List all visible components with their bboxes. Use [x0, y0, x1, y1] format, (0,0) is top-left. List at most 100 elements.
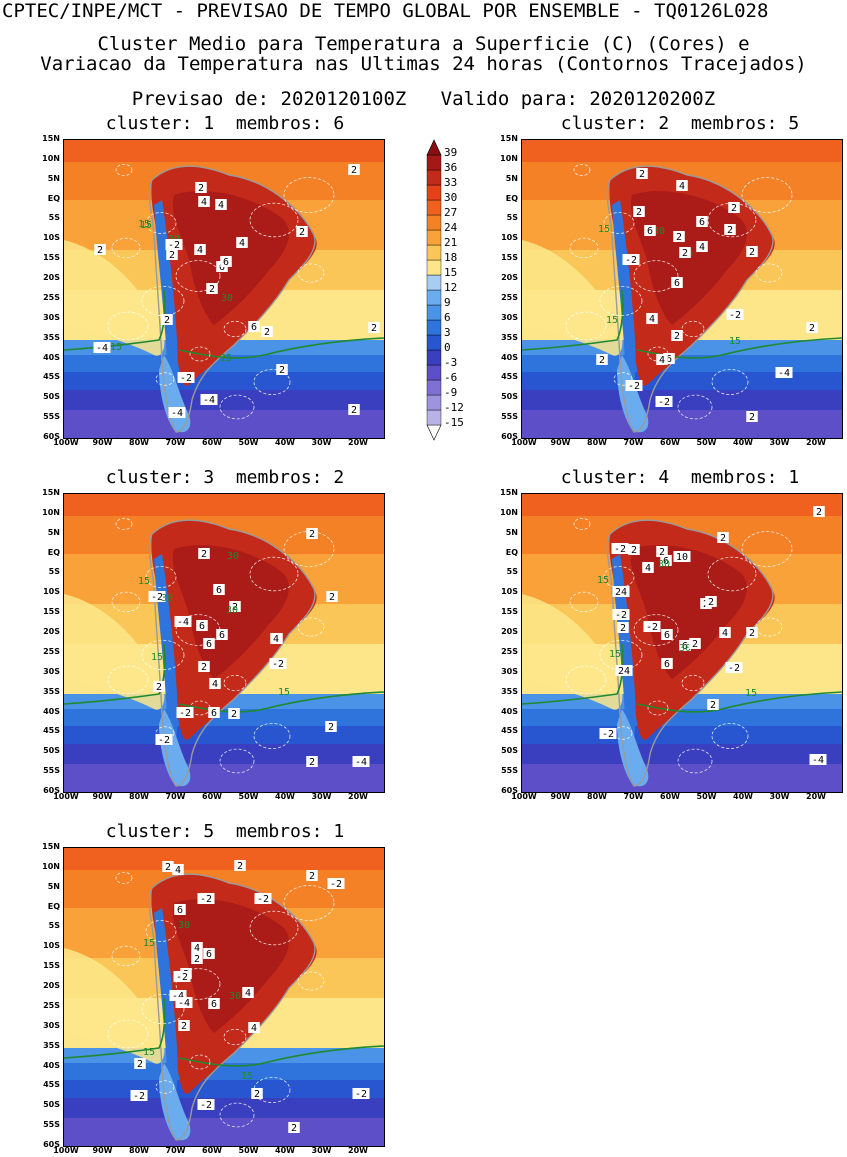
- lon-tick-label: 30W: [311, 792, 332, 801]
- contour-label: 2: [368, 322, 380, 334]
- variation-contour: [297, 617, 325, 637]
- lat-tick-label: 15S: [43, 607, 60, 617]
- lat-tick-label: 35S: [43, 332, 60, 342]
- contour-label-bg: [215, 199, 227, 210]
- contour-label: -2: [197, 1099, 215, 1111]
- contour-label-bg: [261, 326, 273, 337]
- lon-tick-label: 100W: [511, 792, 537, 801]
- contour-label-text: 15: [729, 336, 741, 347]
- variation-contour: [253, 1076, 291, 1103]
- contour-label-bg: [625, 380, 643, 391]
- variation-contour: [741, 177, 793, 213]
- contour-label-text: 4: [251, 1023, 257, 1034]
- lat-tick-label: 50S: [43, 1100, 60, 1110]
- contour-label-bg: [746, 246, 758, 257]
- contour-label-text: 30: [221, 293, 233, 304]
- lat-tick-label: 35S: [501, 332, 518, 342]
- lon-tick-label: 80W: [129, 1146, 149, 1155]
- contour-label-bg: [269, 658, 287, 669]
- variation-contour: [141, 285, 185, 317]
- colorbar-segment: [426, 289, 442, 306]
- contour-label-bg: [148, 591, 166, 602]
- contour-label-bg: [198, 661, 210, 672]
- contour-label: -2: [130, 1090, 148, 1102]
- lat-tick-label: 20S: [43, 627, 60, 637]
- contour-label-bg: [611, 543, 629, 554]
- lon-tick-label: 70W: [165, 438, 186, 447]
- contour-label: 6: [196, 620, 208, 632]
- contour-label-text: 2: [329, 592, 335, 603]
- temperature-band: [522, 140, 842, 162]
- variation-contour: [107, 665, 149, 695]
- variation-contour: [681, 674, 705, 692]
- contour-label-text: 2: [201, 549, 207, 560]
- colorbar-segment: [426, 394, 442, 411]
- temperature-band: [64, 709, 384, 726]
- contour-label-text: 2: [231, 709, 237, 720]
- contour-label-text: 6: [216, 585, 222, 596]
- contour-label-text: 4: [239, 238, 245, 249]
- temperature-band: [64, 390, 384, 410]
- lat-tick-label: 55S: [43, 766, 60, 776]
- lat-tick-label: 15S: [501, 253, 518, 263]
- contour-label-text: 6: [211, 708, 217, 719]
- lon-tick-label: 30W: [311, 1146, 332, 1155]
- lon-tick-label: 80W: [587, 438, 607, 447]
- temperature-band: [64, 372, 384, 390]
- contour-label-text: 4: [699, 242, 705, 253]
- contour-label-text: 2: [731, 203, 737, 214]
- variation-contour: [565, 665, 607, 695]
- contour-label-text: 2: [201, 662, 207, 673]
- variation-contour: [155, 1080, 175, 1094]
- contour-label-bg: [191, 942, 203, 953]
- contour-label: -2: [254, 893, 272, 905]
- contour-label: -2: [165, 239, 183, 251]
- contour-label-text: -2: [658, 397, 670, 408]
- contour-label-bg: [617, 622, 629, 633]
- temperature-band: [64, 726, 384, 744]
- lat-tick-label: 45S: [501, 372, 518, 382]
- contour-label: 2: [206, 283, 218, 295]
- contour-label-bg: [775, 367, 793, 378]
- contour-label: 2: [656, 546, 668, 558]
- contour-label: 4: [676, 180, 688, 192]
- contour-label-bg: [348, 404, 360, 415]
- map-svg: 2-2261030241524-22630261524-21522-262-2-…: [522, 494, 842, 792]
- temperature-band: [522, 744, 842, 764]
- contour-label-bg: [236, 237, 248, 248]
- contour-label-text: 2: [279, 365, 285, 376]
- colorbar-label: 21: [444, 236, 458, 249]
- contour-15c: [64, 643, 384, 713]
- contour-label-bg: [306, 756, 318, 767]
- contour-label: 2: [705, 596, 717, 608]
- contour-label-bg: [325, 721, 337, 732]
- contour-label-bg: [165, 239, 183, 250]
- variation-contour: [141, 639, 185, 671]
- contour-label: 2: [162, 861, 174, 873]
- variation-contour: [613, 726, 633, 740]
- contour-label-bg: [655, 396, 673, 407]
- temperature-band: [522, 162, 842, 180]
- lon-tick-label: 90W: [92, 792, 113, 801]
- contour-label-text: 2: [137, 1059, 143, 1070]
- contour-label: -2: [655, 396, 673, 408]
- contour-label-text: -2: [615, 610, 627, 621]
- contour-15c: [64, 997, 384, 1067]
- colorbar-segment: [426, 184, 442, 201]
- contour-label-bg: [707, 699, 719, 710]
- contour-label-text: 6: [206, 949, 212, 960]
- contour-label: 2: [261, 326, 273, 338]
- contour-label-text: 2: [708, 597, 714, 608]
- contour-label-text: 6: [647, 226, 653, 237]
- lon-tick-label: 50W: [238, 1146, 259, 1155]
- contour-label: 30: [178, 920, 190, 931]
- lat-tick-label: 45S: [501, 726, 518, 736]
- variation-contour: [283, 885, 335, 921]
- contour-label-text: 2: [710, 700, 716, 711]
- contour-label-text: -2: [614, 544, 626, 555]
- variation-contour: [253, 722, 291, 749]
- contour-label-text: 6: [682, 641, 688, 652]
- temperature-band: [64, 1098, 384, 1118]
- lon-tick-label: 80W: [129, 438, 149, 447]
- contour-label-bg: [203, 948, 215, 959]
